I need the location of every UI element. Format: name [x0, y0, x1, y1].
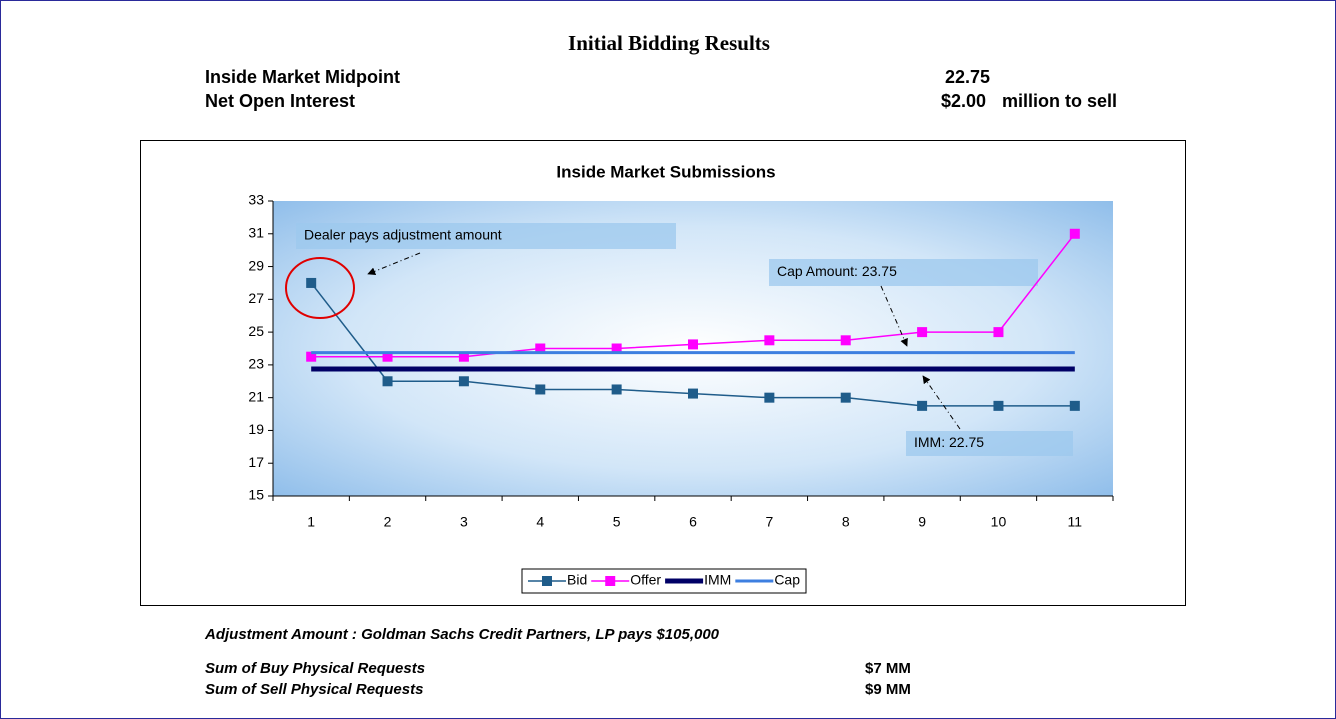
series-marker: [840, 335, 851, 346]
footer-label: Sum of Sell Physical Requests: [205, 681, 424, 698]
callout-arrow: [922, 375, 961, 430]
chart: Inside Market Submissions 15171921232527…: [140, 140, 1186, 606]
series-marker: [1069, 228, 1080, 239]
annotation: IMM: 22.75: [914, 434, 984, 450]
annotation-box: [769, 259, 1038, 286]
legend-marker: [605, 576, 616, 586]
y-tick-label: 23: [248, 356, 264, 372]
legend-label: Bid: [567, 572, 587, 588]
x-tick-label: 2: [384, 514, 392, 530]
page-title: Initial Bidding Results: [568, 31, 770, 55]
summary-value: $2.00: [941, 91, 987, 111]
series-marker: [535, 343, 546, 354]
summary-label: Net Open Interest: [205, 91, 356, 111]
y-tick-label: 27: [248, 290, 264, 306]
callout-arrow: [367, 252, 421, 276]
x-tick-label: 7: [765, 514, 773, 530]
x-tick-label: 1: [307, 514, 315, 530]
chart-title: Inside Market Submissions: [556, 162, 775, 181]
annotation-box: [906, 431, 1073, 456]
series-marker: [611, 384, 622, 395]
series-marker: [917, 327, 928, 338]
series-marker: [382, 376, 393, 387]
annotation: Cap Amount: 23.75: [777, 263, 897, 279]
x-tick-label: 8: [842, 514, 850, 530]
legend-label: Offer: [630, 572, 661, 588]
x-tick-label: 4: [536, 514, 544, 530]
y-tick-label: 17: [248, 454, 264, 470]
series-marker: [611, 343, 622, 354]
series-marker: [1069, 400, 1080, 411]
y-tick-label: 15: [248, 487, 264, 503]
summary-value: 22.75: [945, 67, 991, 87]
y-tick-label: 29: [248, 257, 264, 273]
annotation-box: [296, 223, 676, 249]
highlight-circle: [285, 257, 355, 319]
footer-label: Sum of Buy Physical Requests: [205, 660, 426, 677]
x-tick-label: 10: [991, 514, 1007, 530]
series-marker: [306, 351, 317, 362]
summary-unit: million to sell: [1002, 91, 1118, 111]
series-marker: [688, 388, 698, 399]
series-marker: [306, 277, 317, 288]
x-tick-label: 9: [918, 514, 926, 530]
footer-value: $7 MM: [865, 660, 911, 677]
y-tick-label: 21: [248, 388, 264, 404]
summary-label: Inside Market Midpoint: [205, 67, 401, 87]
legend-item: Offer: [591, 572, 661, 588]
y-tick-label: 33: [248, 192, 264, 208]
y-tick-label: 31: [248, 224, 264, 240]
legend-item: Bid: [527, 572, 587, 588]
legend: Bid Offer IMM Cap: [521, 568, 807, 594]
series-marker: [993, 400, 1004, 411]
legend-label: IMM: [704, 572, 731, 588]
y-tick-label: 19: [248, 421, 264, 437]
x-tick-label: 11: [1068, 514, 1083, 530]
adjustment-text: Adjustment Amount : Goldman Sachs Credit…: [205, 626, 720, 643]
x-tick-label: 3: [460, 514, 468, 530]
legend-item: IMM: [665, 572, 731, 588]
series-marker: [535, 384, 546, 395]
x-tick-label: 5: [613, 514, 621, 530]
annotation: Dealer pays adjustment amount: [304, 227, 502, 243]
series-marker: [458, 351, 469, 362]
y-tick-label: 25: [248, 323, 264, 339]
series-marker: [688, 339, 698, 350]
footer-value: $9 MM: [865, 681, 911, 698]
legend-label: Cap: [774, 572, 800, 588]
series-marker: [764, 392, 775, 403]
series-marker: [917, 400, 928, 411]
series-marker: [458, 376, 469, 387]
legend-marker: [541, 576, 552, 586]
callout-arrow: [880, 285, 908, 347]
series-marker: [382, 351, 393, 362]
series-marker: [993, 327, 1004, 338]
series-marker: [764, 335, 775, 346]
series-marker: [840, 392, 851, 403]
legend-item: Cap: [735, 572, 800, 588]
x-tick-label: 6: [689, 514, 697, 530]
